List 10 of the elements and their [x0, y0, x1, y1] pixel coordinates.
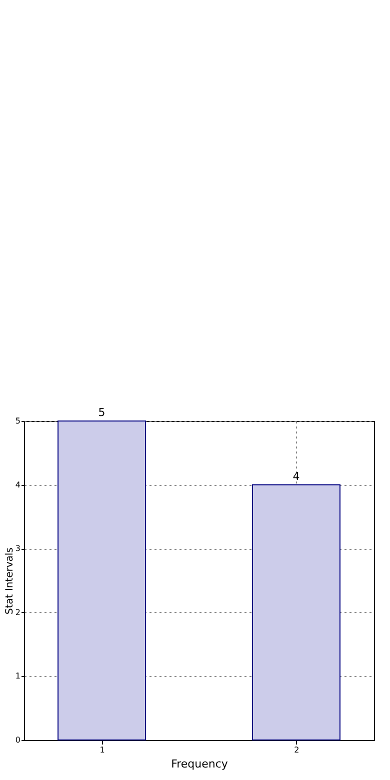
y-tick-label: 4 — [15, 480, 20, 490]
data-label: 5 — [98, 406, 106, 419]
y-tick-label: 5 — [15, 416, 20, 426]
y-tick-label: 2 — [15, 608, 20, 617]
y-axis-title: Stat Intervals — [4, 547, 16, 615]
y-tick-label: 0 — [15, 736, 20, 744]
y-tick-label: 3 — [15, 544, 20, 554]
x-axis-title: Frequency — [171, 758, 228, 770]
data-label: 4 — [292, 470, 300, 483]
y-tick-label: 1 — [15, 672, 20, 681]
